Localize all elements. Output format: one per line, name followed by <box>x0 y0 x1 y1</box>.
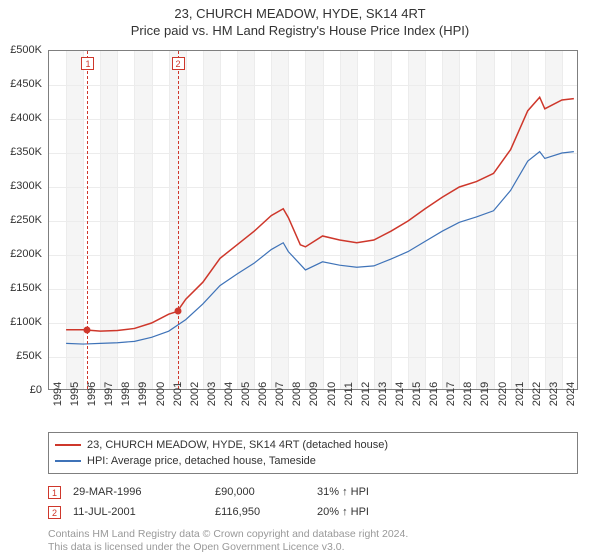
sales-row: 1 29-MAR-1996 £90,000 31% ↑ HPI <box>48 482 578 502</box>
sales-row: 2 11-JUL-2001 £116,950 20% ↑ HPI <box>48 502 578 522</box>
footer-line-2: This data is licensed under the Open Gov… <box>48 541 578 554</box>
xtick-label: 2004 <box>223 382 235 406</box>
legend-label: 23, CHURCH MEADOW, HYDE, SK14 4RT (detac… <box>87 437 388 453</box>
ytick-label: £250K <box>10 214 42 226</box>
xtick-label: 2006 <box>257 382 269 406</box>
plot-region: 12 <box>48 50 578 390</box>
xtick-label: 2023 <box>548 382 560 406</box>
xtick-label: 2011 <box>343 382 355 406</box>
sale-marker-box: 2 <box>172 57 185 70</box>
sale-marker-dot <box>84 326 91 333</box>
xtick-label: 2003 <box>206 382 218 406</box>
series-hpi <box>66 152 574 344</box>
sale-marker-box: 1 <box>81 57 94 70</box>
sales-date: 29-MAR-1996 <box>73 482 203 502</box>
legend-box: 23, CHURCH MEADOW, HYDE, SK14 4RT (detac… <box>48 432 578 474</box>
xtick-label: 2016 <box>428 382 440 406</box>
xtick-label: 1998 <box>120 382 132 406</box>
sales-delta: 31% ↑ HPI <box>317 482 407 502</box>
xtick-label: 1996 <box>86 382 98 406</box>
ytick-label: £0 <box>30 384 42 396</box>
ytick-label: £100K <box>10 316 42 328</box>
chart-title: 23, CHURCH MEADOW, HYDE, SK14 4RT <box>0 6 600 21</box>
legend-swatch <box>55 460 81 462</box>
sales-delta: 20% ↑ HPI <box>317 502 407 522</box>
sales-marker-box: 1 <box>48 486 61 499</box>
ytick-label: £500K <box>10 44 42 56</box>
sales-table: 1 29-MAR-1996 £90,000 31% ↑ HPI 2 11-JUL-2001… <box>48 482 578 522</box>
title-block: 23, CHURCH MEADOW, HYDE, SK14 4RT Price … <box>0 0 600 38</box>
xtick-label: 2002 <box>189 382 201 406</box>
xtick-label: 1999 <box>137 382 149 406</box>
chart-subtitle: Price paid vs. HM Land Registry's House … <box>0 23 600 38</box>
ytick-label: £400K <box>10 112 42 124</box>
xtick-label: 2017 <box>445 382 457 406</box>
chart-container: 23, CHURCH MEADOW, HYDE, SK14 4RT Price … <box>0 0 600 560</box>
xtick-label: 2010 <box>326 382 338 406</box>
xtick-label: 2019 <box>479 382 491 406</box>
sale-marker-dot <box>174 308 181 315</box>
xtick-label: 2009 <box>308 382 320 406</box>
xtick-label: 2014 <box>394 382 406 406</box>
footer: Contains HM Land Registry data © Crown c… <box>48 528 578 554</box>
xtick-label: 1994 <box>52 382 64 406</box>
xtick-label: 2013 <box>377 382 389 406</box>
series-property <box>66 97 574 331</box>
sales-price: £90,000 <box>215 482 305 502</box>
xtick-label: 2001 <box>172 382 184 406</box>
xtick-label: 2021 <box>514 382 526 406</box>
xtick-label: 2007 <box>274 382 286 406</box>
xtick-label: 2012 <box>360 382 372 406</box>
xtick-label: 2020 <box>497 382 509 406</box>
sale-marker-line <box>87 51 88 389</box>
sales-date: 11-JUL-2001 <box>73 502 203 522</box>
xtick-label: 2024 <box>565 382 577 406</box>
ytick-label: £350K <box>10 146 42 158</box>
xtick-label: 2018 <box>462 382 474 406</box>
ytick-label: £150K <box>10 282 42 294</box>
legend-item: 23, CHURCH MEADOW, HYDE, SK14 4RT (detac… <box>55 437 571 453</box>
xtick-label: 1995 <box>69 382 81 406</box>
legend-label: HPI: Average price, detached house, Tame… <box>87 453 316 469</box>
legend-item: HPI: Average price, detached house, Tame… <box>55 453 571 469</box>
xtick-label: 2022 <box>531 382 543 406</box>
xtick-label: 1997 <box>103 382 115 406</box>
sale-marker-line <box>178 51 179 389</box>
xtick-label: 2000 <box>155 382 167 406</box>
ytick-label: £200K <box>10 248 42 260</box>
ytick-label: £50K <box>16 350 42 362</box>
legend-region: 23, CHURCH MEADOW, HYDE, SK14 4RT (detac… <box>48 432 578 554</box>
sales-price: £116,950 <box>215 502 305 522</box>
ytick-label: £450K <box>10 78 42 90</box>
ytick-label: £300K <box>10 180 42 192</box>
line-layer <box>49 51 579 391</box>
footer-line-1: Contains HM Land Registry data © Crown c… <box>48 528 578 541</box>
xtick-label: 2005 <box>240 382 252 406</box>
xtick-label: 2008 <box>291 382 303 406</box>
legend-swatch <box>55 444 81 446</box>
xtick-label: 2015 <box>411 382 423 406</box>
sales-marker-box: 2 <box>48 506 61 519</box>
chart-area: 12 £0£50K£100K£150K£200K£250K£300K£350K£… <box>48 50 578 390</box>
